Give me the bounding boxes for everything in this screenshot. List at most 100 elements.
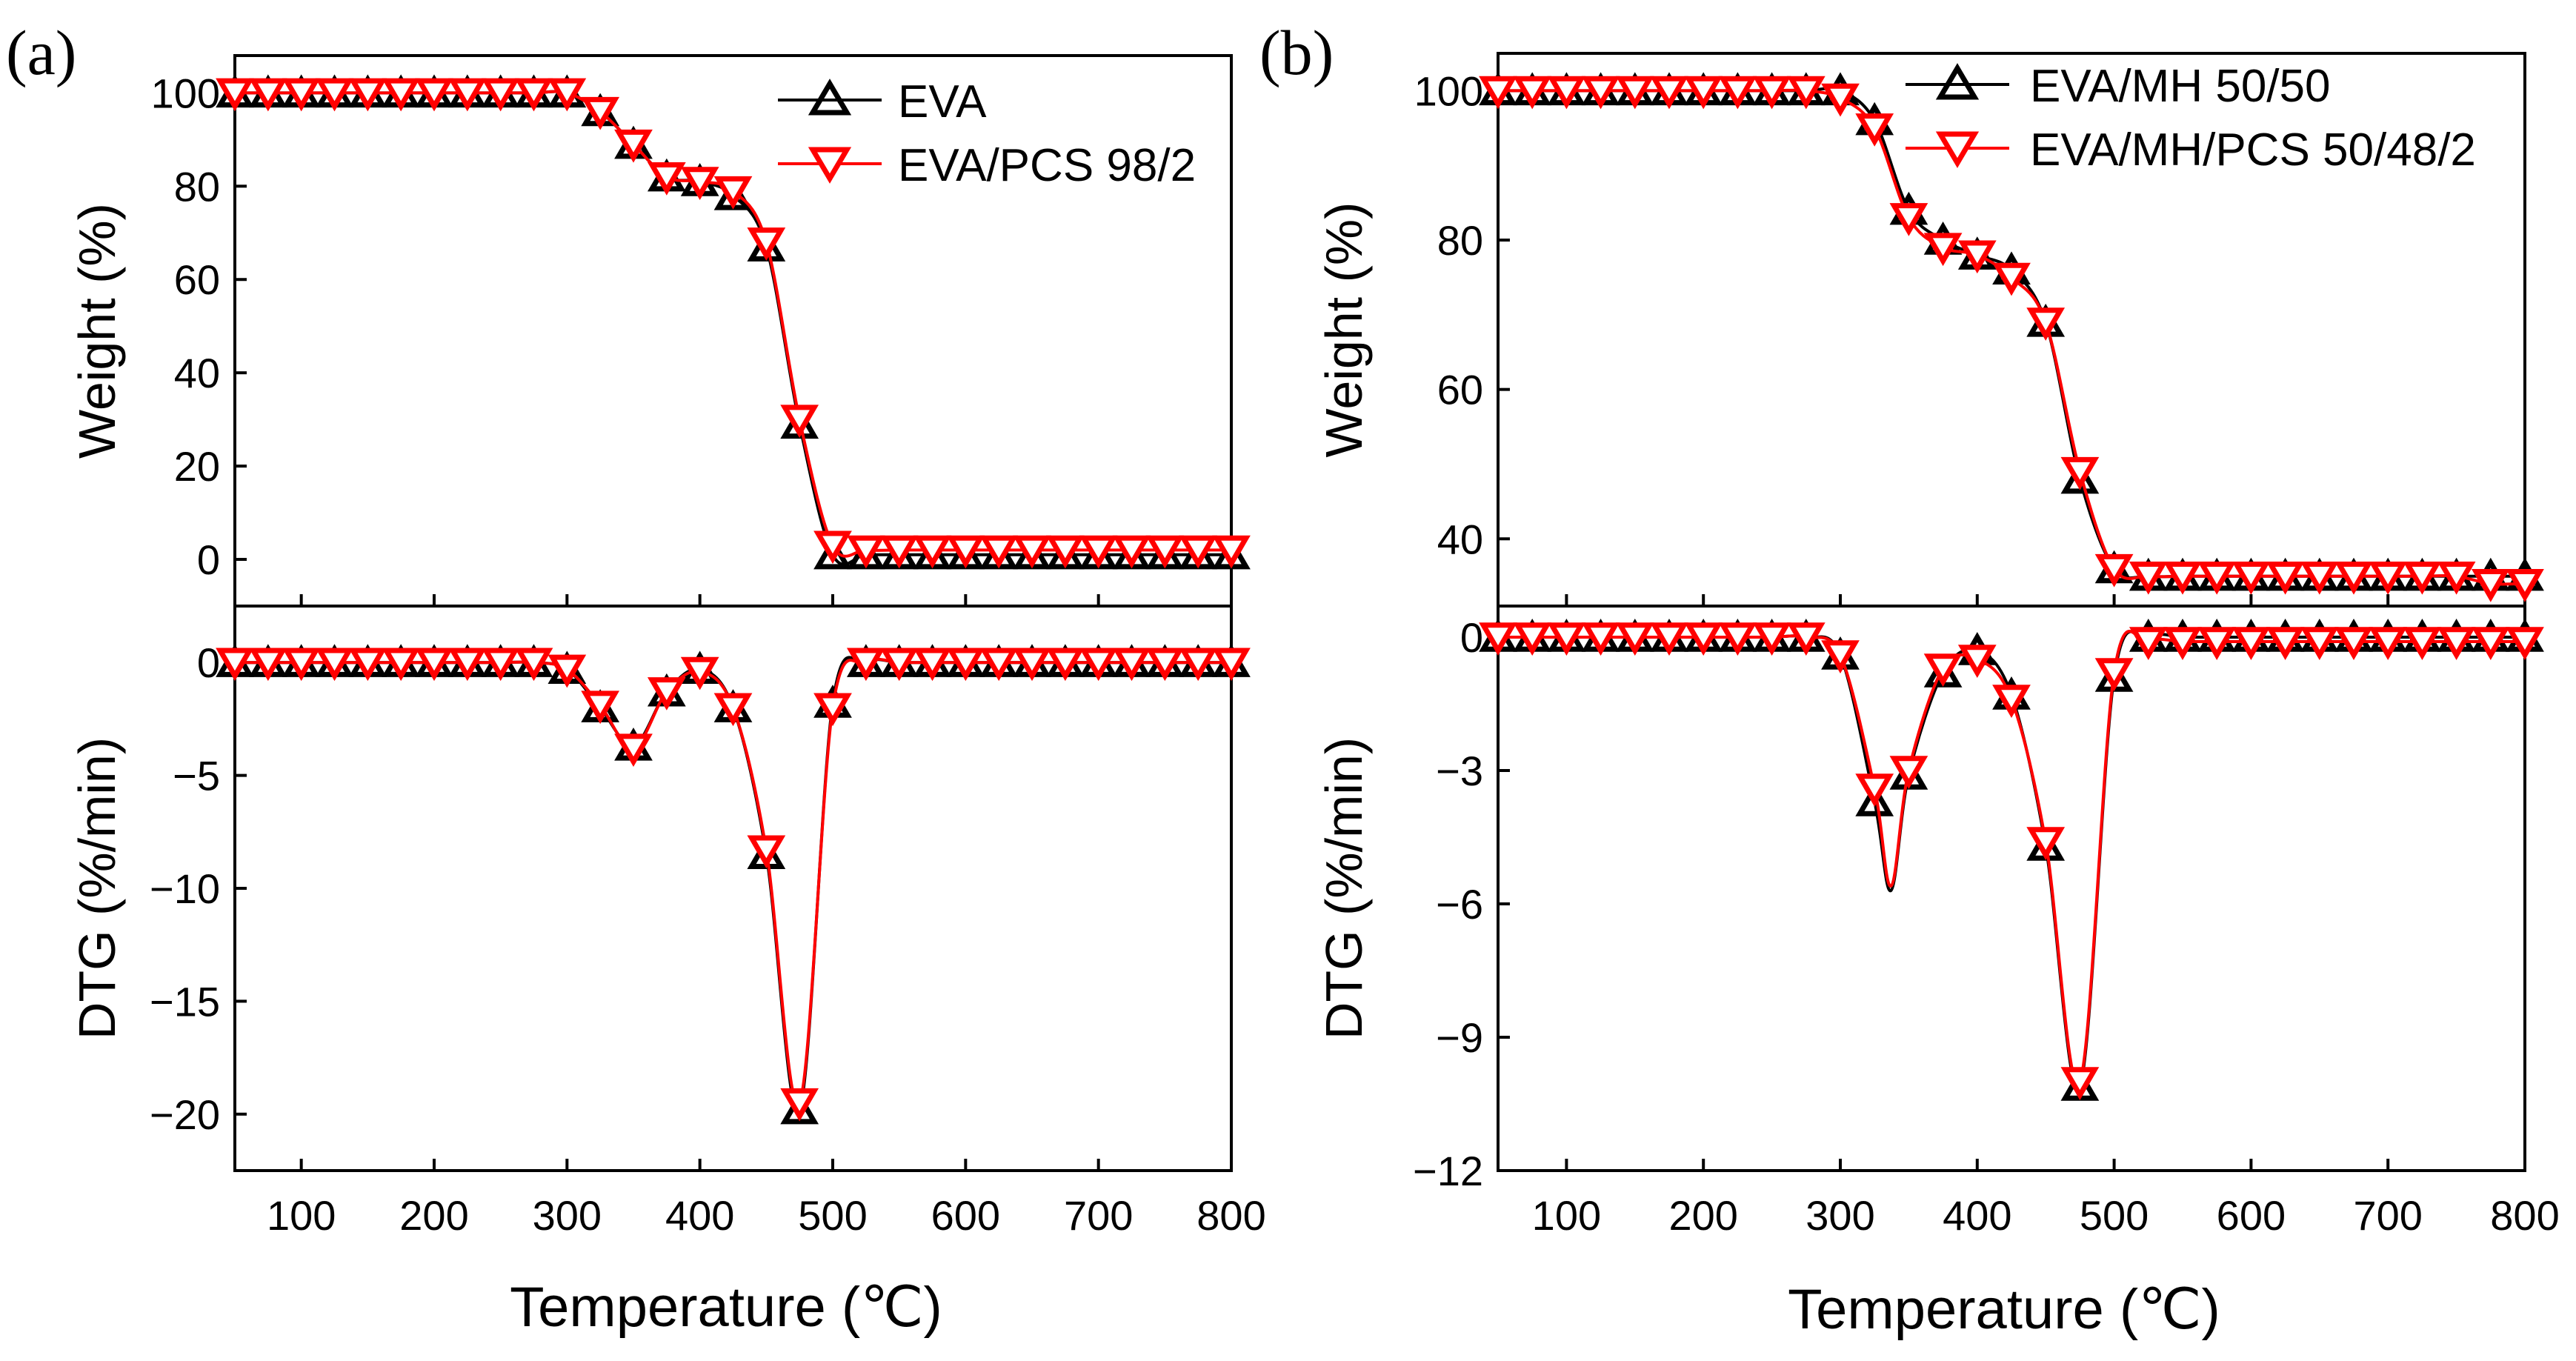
data-point-triangle-down xyxy=(2060,1067,2100,1100)
panel-a-x-axis-label: Temperature (℃) xyxy=(510,1276,942,1339)
y-tick-label: −9 xyxy=(1436,1014,1483,1061)
data-point-triangle-down xyxy=(680,656,719,691)
legend-label-eva-mh-pcs: EVA/MH/PCS 50/48/2 xyxy=(2030,124,2476,176)
panel-b-letter: (b) xyxy=(1259,17,1334,88)
data-point-triangle-down xyxy=(1013,535,1051,569)
data-point-triangle-down xyxy=(382,78,421,112)
y-tick-label: −6 xyxy=(1436,881,1483,928)
y-tick-label: 80 xyxy=(1437,217,1483,264)
y-tick-label: −20 xyxy=(150,1091,220,1138)
data-point-triangle-down xyxy=(2437,627,2476,660)
data-point-triangle-down xyxy=(1718,622,1757,656)
data-point-triangle-down xyxy=(2163,627,2202,660)
data-point-triangle-down xyxy=(2026,307,2066,341)
data-point-triangle-down xyxy=(647,162,686,196)
data-point-triangle-down xyxy=(2300,627,2339,660)
data-point-triangle-down xyxy=(581,691,620,725)
data-point-triangle-down xyxy=(282,78,321,112)
data-point-triangle-down xyxy=(780,1088,819,1122)
data-point-triangle-down xyxy=(415,648,453,682)
data-point-triangle-up xyxy=(780,1091,819,1125)
y-axis-label: Weight (%) xyxy=(1315,202,1373,458)
legend-label-eva-mh: EVA/MH 50/50 xyxy=(2030,61,2330,112)
x-tick-label: 700 xyxy=(2353,1192,2422,1239)
y-tick-label: 0 xyxy=(1460,614,1483,661)
data-point-triangle-down xyxy=(415,78,453,112)
x-tick-label: 500 xyxy=(798,1192,867,1239)
panel-a-weight-plot: 0 20 40 60 80 100 Weight (%) xyxy=(68,54,1251,608)
data-point-triangle-down xyxy=(879,648,919,682)
y-tick-label: 60 xyxy=(1437,367,1483,413)
data-point-triangle-down xyxy=(2506,627,2544,660)
data-point-triangle-down xyxy=(248,78,287,112)
data-point-triangle-down xyxy=(1821,640,1860,673)
data-point-triangle-down xyxy=(913,648,952,682)
data-point-triangle-down xyxy=(1957,645,1997,678)
y-tick-label: −15 xyxy=(150,978,220,1025)
data-point-triangle-down xyxy=(879,535,919,569)
panel-b-dtg-plot: 0 −3 −6 −9 −12 100 200 300 400 500 600 700 800 DTG (%… xyxy=(1315,605,2560,1239)
y-axis-label: DTG (%/min) xyxy=(1315,737,1373,1039)
data-point-triangle-down xyxy=(2403,627,2442,660)
data-point-triangle-down xyxy=(1013,648,1051,682)
data-point-triangle-down xyxy=(846,535,885,569)
data-point-triangle-down xyxy=(2026,827,2066,860)
y-tick-label: 60 xyxy=(174,256,220,303)
data-point-triangle-down xyxy=(348,648,387,682)
y-tick-label: 0 xyxy=(197,639,220,686)
data-point-triangle-down xyxy=(813,693,852,727)
y-axis-label: Weight (%) xyxy=(68,203,126,459)
data-point-triangle-down xyxy=(747,227,786,261)
data-point-triangle-down xyxy=(780,405,819,439)
data-point-triangle-down xyxy=(1889,203,1928,236)
data-point-triangle-down xyxy=(1923,653,1963,687)
data-point-triangle-up xyxy=(1855,783,1894,816)
x-tick-label: 400 xyxy=(665,1192,734,1239)
plot-frame xyxy=(1497,605,2526,1172)
data-point-triangle-down xyxy=(1479,76,1517,110)
y-tick-label: 40 xyxy=(174,350,220,396)
data-point-triangle-down xyxy=(1145,648,1185,682)
y-tick-label: 80 xyxy=(174,163,220,210)
panel-a-letter: (a) xyxy=(6,17,76,88)
data-point-triangle-down xyxy=(1045,535,1085,569)
data-point-triangle-down xyxy=(1855,773,1894,807)
data-point-triangle-down xyxy=(946,535,985,569)
data-point-triangle-down xyxy=(2129,627,2168,660)
data-point-triangle-down xyxy=(713,693,753,727)
data-point-triangle-down xyxy=(846,648,885,682)
data-point-triangle-down xyxy=(1992,685,2031,718)
data-point-triangle-up xyxy=(2060,460,2100,494)
data-point-triangle-down xyxy=(2129,561,2168,595)
x-tick-label: 400 xyxy=(1943,1192,2011,1239)
data-point-triangle-down xyxy=(581,96,620,130)
data-point-triangle-down xyxy=(2471,569,2510,602)
data-point-triangle-down xyxy=(1145,535,1185,569)
data-point-triangle-down xyxy=(2334,561,2373,595)
x-tick-label: 700 xyxy=(1064,1192,1133,1239)
data-point-triangle-down xyxy=(1581,76,1620,110)
data-point-triangle-down xyxy=(2163,561,2202,595)
panel-b-legend: EVA/MH 50/50 EVA/MH/PCS 50/48/2 xyxy=(1906,61,2476,176)
data-point-triangle-down xyxy=(1615,622,1654,656)
data-point-triangle-down xyxy=(1786,622,1826,656)
legend-triangle-up-icon xyxy=(1935,63,1980,100)
x-tick-label: 200 xyxy=(1668,1192,1737,1239)
legend-triangle-down-icon xyxy=(808,147,852,184)
data-point-triangle-down xyxy=(1786,76,1826,110)
data-point-triangle-down xyxy=(946,648,985,682)
data-point-triangle-down xyxy=(514,648,553,682)
y-tick-label: −10 xyxy=(150,865,220,912)
x-tick-label: 300 xyxy=(533,1192,602,1239)
data-point-triangle-down xyxy=(1889,756,1928,789)
data-point-triangle-down xyxy=(1179,535,1218,569)
data-point-triangle-down xyxy=(1684,76,1723,110)
data-point-triangle-down xyxy=(348,78,387,112)
data-point-triangle-down xyxy=(1752,622,1791,656)
data-point-triangle-down xyxy=(2060,456,2100,490)
data-point-triangle-down xyxy=(1957,240,1997,274)
data-point-triangle-down xyxy=(2197,627,2237,660)
data-point-triangle-down xyxy=(1821,83,1860,117)
